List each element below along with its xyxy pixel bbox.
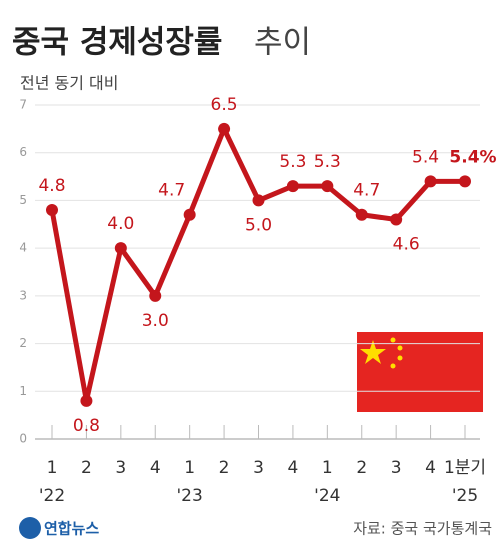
value-label: 5.3	[279, 152, 306, 172]
value-label: 4.8	[38, 176, 65, 196]
value-label: 3.0	[142, 311, 169, 331]
year-label: '25	[452, 486, 478, 506]
value-label: 4.6	[393, 235, 420, 255]
year-label: '22	[39, 486, 65, 506]
x-tick-label: 2	[356, 458, 367, 478]
point	[183, 208, 196, 221]
x-tick-label: 1	[184, 458, 195, 478]
flag-star	[390, 337, 396, 343]
x-tick-label: 2	[219, 458, 230, 478]
flag	[357, 332, 483, 412]
source: 자료: 중국 국가통계국	[353, 520, 492, 538]
year-label: '23	[177, 486, 203, 506]
y-tick-label: 3	[19, 288, 27, 302]
point	[218, 122, 231, 135]
y-tick-label: 6	[19, 145, 27, 159]
point	[424, 175, 437, 188]
y-tick-label: 0	[19, 432, 27, 446]
x-tick-label: 3	[253, 458, 264, 478]
point	[149, 289, 162, 302]
point	[355, 208, 368, 221]
value-label: 4.7	[158, 181, 185, 201]
flag-star	[397, 345, 403, 351]
y-tick-label: 5	[19, 193, 27, 207]
flag-star	[390, 363, 396, 369]
x-tick-label: 2	[81, 458, 92, 478]
year-label: '24	[314, 486, 340, 506]
point	[80, 394, 93, 407]
y-tick-label: 4	[19, 241, 27, 255]
y-tick-label: 1	[19, 384, 27, 398]
point	[114, 242, 127, 255]
x-tick-label: 1분기	[444, 458, 486, 478]
value-label: 4.7	[353, 181, 380, 201]
x-tick-label: 4	[288, 458, 299, 478]
flag-star	[360, 340, 386, 364]
value-label: 0.8	[73, 416, 100, 436]
flag-field	[357, 332, 483, 412]
value-label: 4.0	[107, 214, 134, 234]
x-tick-label: 1	[322, 458, 333, 478]
x-tick-label: 4	[425, 458, 436, 478]
x-tick-label: 4	[150, 458, 161, 478]
value-label: 5.0	[245, 215, 272, 235]
y-tick-label: 2	[19, 336, 27, 350]
x-tick-label: 3	[391, 458, 402, 478]
chart-title-light: 추이	[254, 25, 311, 61]
subtitle: 전년 동기 대비	[20, 74, 119, 93]
point	[46, 203, 58, 216]
value-label: 5.4	[412, 147, 439, 167]
y-tick-label: 7	[19, 98, 27, 112]
point	[321, 180, 334, 193]
point	[390, 213, 403, 226]
value-label: 5.3	[314, 152, 341, 172]
value-label: 6.5	[211, 95, 238, 115]
logo: 연합뉴스	[44, 520, 99, 538]
chart-title: 중국 경제성장률	[12, 25, 222, 61]
point	[459, 175, 471, 188]
value-label: 5.4%	[449, 147, 496, 167]
flag-star	[397, 355, 403, 361]
point	[286, 180, 299, 193]
point	[252, 194, 265, 207]
x-tick-label: 3	[115, 458, 126, 478]
x-tick-label: 1	[47, 458, 58, 478]
logo-icon	[19, 517, 41, 539]
